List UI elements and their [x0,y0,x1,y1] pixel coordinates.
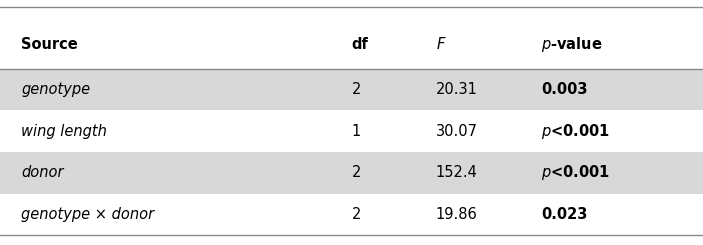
Text: 2: 2 [352,207,361,222]
Text: 0.003: 0.003 [541,82,588,97]
Text: Source: Source [21,37,78,52]
Text: 2: 2 [352,82,361,97]
Bar [0,152,703,194]
Text: 2: 2 [352,165,361,180]
Text: 152.4: 152.4 [436,165,478,180]
Text: $\mathit{F}$: $\mathit{F}$ [436,36,446,52]
Text: genotype: genotype [21,82,90,97]
Text: $\mathit{p}$<0.001: $\mathit{p}$<0.001 [541,163,610,182]
Text: $\mathit{p}$⁠-value: $\mathit{p}$⁠-value [541,35,602,54]
Text: 30.07: 30.07 [436,123,478,139]
Text: $\mathit{p}$<0.001: $\mathit{p}$<0.001 [541,122,610,141]
Text: 19.86: 19.86 [436,207,477,222]
Text: df: df [352,37,368,52]
Text: wing length: wing length [21,123,107,139]
Text: 0.023: 0.023 [541,207,588,222]
Text: 1: 1 [352,123,361,139]
Text: 20.31: 20.31 [436,82,478,97]
Text: genotype × donor: genotype × donor [21,207,154,222]
Text: donor: donor [21,165,63,180]
Bar [0,69,703,110]
